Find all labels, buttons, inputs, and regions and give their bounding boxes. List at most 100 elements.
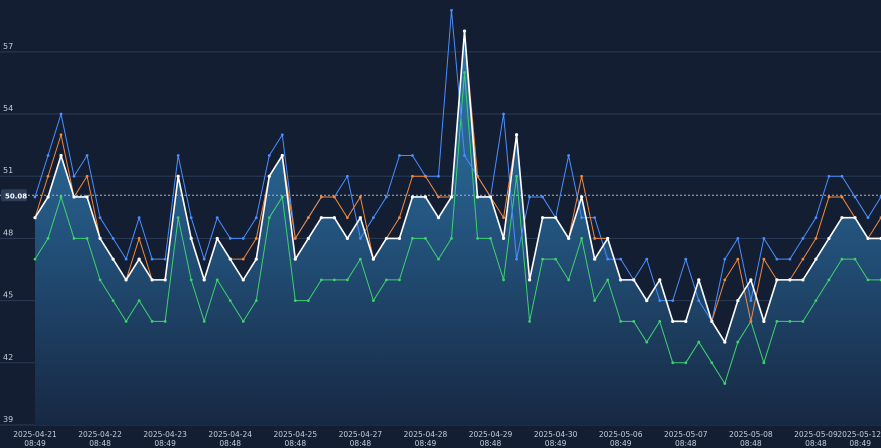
point-low <box>567 278 571 282</box>
point-low <box>788 319 792 323</box>
point-high <box>241 237 245 240</box>
point-close <box>853 216 857 220</box>
x-tick-time: 08:48 <box>350 439 372 448</box>
point-close <box>241 278 245 282</box>
x-tick-time: 08:49 <box>545 439 567 448</box>
point-low <box>46 237 50 240</box>
point-low <box>619 319 623 323</box>
point-low <box>345 278 349 282</box>
point-low <box>489 237 492 240</box>
point-high <box>697 299 701 303</box>
point-high <box>385 195 388 199</box>
point-high <box>515 257 518 261</box>
point-close <box>658 278 662 282</box>
point-low <box>332 278 336 282</box>
point-high <box>801 237 805 240</box>
point-low <box>528 319 531 323</box>
point-low <box>775 319 779 323</box>
point-low <box>827 278 831 282</box>
point-open <box>306 216 310 220</box>
x-tick-date: 2025-04-29 <box>469 430 513 439</box>
point-high <box>124 257 128 261</box>
point-low <box>554 257 558 261</box>
point-close <box>254 257 258 261</box>
point-close <box>593 257 597 261</box>
x-tick-time: 08:48 <box>219 439 241 448</box>
point-high <box>528 195 531 199</box>
x-tick-time: 08:49 <box>849 439 871 448</box>
point-low <box>385 278 388 282</box>
point-low <box>502 278 505 282</box>
point-open <box>827 195 831 199</box>
point-high <box>72 174 76 178</box>
point-close <box>280 153 284 158</box>
point-high <box>593 216 597 220</box>
x-tick-date: 2025-05-07 <box>664 430 708 439</box>
x-tick-time: 08:49 <box>154 439 176 448</box>
point-low <box>684 361 688 365</box>
point-high <box>345 174 349 178</box>
point-close <box>632 278 636 282</box>
point-close <box>410 195 415 199</box>
point-close <box>475 195 480 199</box>
point-close <box>397 236 402 241</box>
point-low <box>437 257 440 261</box>
x-tick-time: 08:49 <box>415 439 437 448</box>
point-high <box>358 237 362 240</box>
point-close <box>736 299 740 303</box>
point-low <box>163 319 167 323</box>
point-high <box>437 174 440 178</box>
point-close <box>710 319 714 323</box>
point-low <box>319 278 323 282</box>
point-close <box>840 216 844 220</box>
point-close <box>554 216 558 220</box>
point-low <box>645 340 649 344</box>
point-open <box>254 237 258 240</box>
close-area-fill <box>35 31 881 425</box>
point-close <box>514 133 519 137</box>
point-low <box>293 299 297 303</box>
point-high <box>502 112 505 116</box>
point-high <box>853 195 857 199</box>
point-low <box>241 319 245 323</box>
point-close <box>619 278 623 282</box>
point-high <box>788 257 792 261</box>
point-high <box>411 154 414 157</box>
point-high <box>267 154 271 157</box>
point-open <box>580 174 584 178</box>
point-close <box>801 278 805 282</box>
point-open <box>332 195 336 199</box>
point-high <box>85 154 89 157</box>
point-close <box>501 236 506 241</box>
point-close <box>98 236 102 241</box>
x-tick-date: 2025-04-27 <box>339 430 383 439</box>
point-close <box>462 29 467 33</box>
x-tick-time: 08:48 <box>89 439 111 448</box>
point-high <box>46 154 50 157</box>
point-close <box>202 278 206 282</box>
series-points-layer <box>33 8 881 385</box>
point-open <box>319 195 323 199</box>
point-open <box>293 237 297 240</box>
point-low <box>306 299 310 303</box>
point-close <box>436 216 441 220</box>
point-high <box>33 195 37 199</box>
point-low <box>632 319 636 323</box>
point-close <box>124 278 128 282</box>
point-close <box>59 153 63 158</box>
x-tick-date: 2025-04-25 <box>274 430 318 439</box>
x-tick-date: 2025-05-08 <box>729 430 773 439</box>
point-close <box>33 216 37 220</box>
point-close <box>423 195 428 199</box>
point-low <box>658 319 662 323</box>
point-low <box>215 278 219 282</box>
point-high <box>840 174 844 178</box>
point-close <box>384 236 389 241</box>
point-high <box>163 257 167 261</box>
point-low <box>697 340 701 344</box>
point-close <box>788 278 792 282</box>
point-low <box>280 195 284 199</box>
x-tick-time: 08:48 <box>480 439 502 448</box>
point-close <box>176 174 180 178</box>
point-close <box>527 278 532 282</box>
